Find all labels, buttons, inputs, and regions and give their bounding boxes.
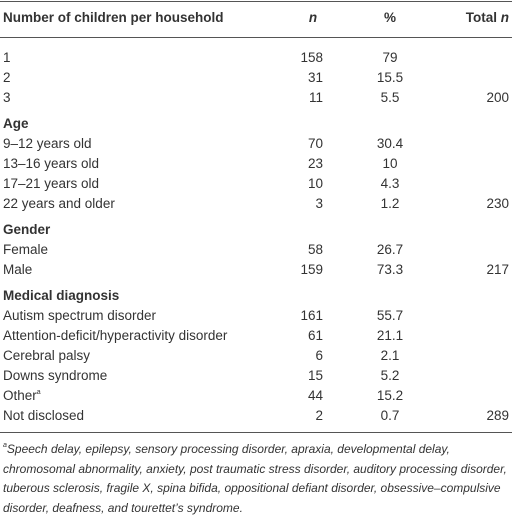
header-total: Total n (466, 8, 509, 28)
row-total: 230 (486, 196, 509, 211)
row-percent: 15.5 (376, 70, 404, 85)
header-n: n (308, 10, 318, 25)
row-label-text: Autism spectrum disorder (3, 308, 157, 323)
row-label: 22 years and older (3, 194, 115, 214)
row-label: 3 (3, 88, 11, 108)
row-label-text: Male (3, 262, 33, 277)
row-percent: 15.2 (376, 388, 404, 403)
row-percent: 30.4 (376, 136, 404, 151)
row-percent: 1.2 (380, 196, 400, 211)
row-label: 13–16 years old (3, 154, 99, 174)
row-label-text: Not disclosed (3, 408, 85, 423)
row-label-text: Female (3, 242, 49, 257)
row-percent: 26.7 (376, 242, 404, 257)
top-rule (0, 1, 512, 2)
row-label-text: Attention-deficit/hyperactivity disorder (3, 328, 228, 343)
footnote-text: Speech delay, epilepsy, sensory processi… (3, 442, 507, 515)
row-percent: 79 (382, 50, 398, 65)
group-title: Gender (3, 222, 51, 237)
footnote-marker: a (3, 442, 7, 449)
header-total-n: n (500, 10, 509, 25)
group-title: Age (3, 116, 29, 131)
row-n: 158 (300, 50, 323, 65)
row-label-text: 13–16 years old (3, 156, 100, 171)
row-label-text: 9–12 years old (3, 136, 92, 151)
row-n: 2 (315, 408, 323, 423)
row-label: Downs syndrome (3, 366, 107, 386)
row-n: 159 (300, 262, 323, 277)
row-percent: 21.1 (376, 328, 404, 343)
row-label-text: 2 (3, 70, 11, 85)
row-n: 11 (308, 90, 323, 105)
row-label: 1 (3, 48, 11, 68)
row-label: 2 (3, 68, 11, 88)
row-n: 58 (307, 242, 323, 257)
row-n: 31 (307, 70, 323, 85)
row-total: 289 (486, 408, 509, 423)
header-rule (0, 37, 512, 38)
row-n: 6 (315, 348, 323, 363)
row-label-text: 3 (3, 90, 11, 105)
row-percent: 5.2 (380, 368, 400, 383)
row-percent: 4.3 (380, 176, 400, 191)
footnote: aSpeech delay, epilepsy, sensory process… (3, 440, 509, 518)
row-note: a (36, 389, 41, 396)
row-label: Othera (3, 386, 41, 406)
row-percent: 10 (382, 156, 398, 171)
header-label: Number of children per household (3, 10, 224, 25)
row-n: 61 (307, 328, 323, 343)
row-n: 70 (307, 136, 323, 151)
row-n: 3 (315, 196, 323, 211)
row-total: 200 (486, 90, 509, 105)
row-label: Attention-deficit/hyperactivity disorder (3, 326, 227, 346)
row-n: 10 (307, 176, 323, 191)
row-label-text: Cerebral palsy (3, 348, 91, 363)
row-label-text: Downs syndrome (3, 368, 108, 383)
group-title: Medical diagnosis (3, 288, 120, 303)
row-label: 17–21 years old (3, 174, 99, 194)
row-label-text: 17–21 years old (3, 176, 100, 191)
row-percent: 73.3 (376, 262, 404, 277)
row-percent: 5.5 (380, 90, 400, 105)
row-percent: 2.1 (380, 348, 400, 363)
header-percent: % (383, 10, 396, 25)
bottom-rule (0, 432, 512, 433)
row-label-text: 1 (3, 50, 11, 65)
row-n: 15 (307, 368, 323, 383)
row-label: Female (3, 240, 48, 260)
row-label-text: 22 years and older (3, 196, 115, 211)
row-label: Not disclosed (3, 406, 84, 426)
row-n: 23 (307, 156, 323, 171)
row-label: Male (3, 260, 32, 280)
row-total: 217 (486, 262, 509, 277)
row-percent: 55.7 (376, 308, 404, 323)
row-label: 9–12 years old (3, 134, 92, 154)
row-label: Cerebral palsy (3, 346, 90, 366)
header-total-word: Total (465, 10, 497, 25)
row-label-text: Other (3, 388, 37, 403)
row-label: Autism spectrum disorder (3, 306, 156, 326)
row-percent: 0.7 (380, 408, 400, 423)
row-n: 44 (307, 388, 323, 403)
row-n: 161 (300, 308, 323, 323)
